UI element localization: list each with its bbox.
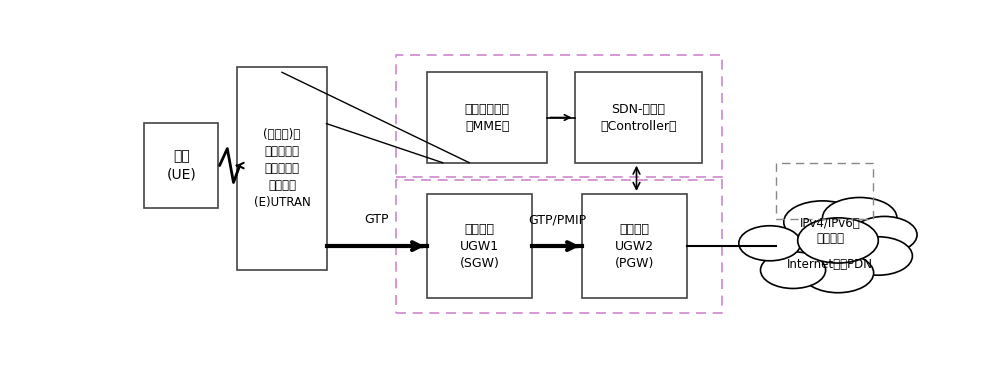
Bar xyxy=(144,123,218,208)
Text: GTP/PMIP: GTP/PMIP xyxy=(528,213,586,226)
Ellipse shape xyxy=(761,252,826,288)
Bar xyxy=(776,163,873,219)
Bar xyxy=(574,72,702,163)
Text: 统一网关
UGW1
(SGW): 统一网关 UGW1 (SGW) xyxy=(460,223,500,270)
Text: 移动管理单元
（MME）: 移动管理单元 （MME） xyxy=(465,102,510,132)
Text: GTP: GTP xyxy=(365,213,389,226)
Text: 统一网关
UGW2
(PGW): 统一网关 UGW2 (PGW) xyxy=(615,223,654,270)
Ellipse shape xyxy=(739,226,801,261)
Text: 终端
(UE): 终端 (UE) xyxy=(166,149,196,182)
Text: IPv4/IPv6地
址服务器: IPv4/IPv6地 址服务器 xyxy=(800,217,861,244)
Bar xyxy=(237,67,326,270)
Text: (演进的)通
用移动通信
系统陆地无
线接入网
(E)UTRAN: (演进的)通 用移动通信 系统陆地无 线接入网 (E)UTRAN xyxy=(254,128,310,209)
Bar xyxy=(396,180,722,313)
Bar xyxy=(582,194,687,298)
Ellipse shape xyxy=(802,253,874,293)
Ellipse shape xyxy=(852,217,917,253)
Ellipse shape xyxy=(822,197,897,238)
Text: SDN-控制器
（Controller）: SDN-控制器 （Controller） xyxy=(600,102,677,132)
Text: Internet或者PDN: Internet或者PDN xyxy=(787,258,873,271)
Bar xyxy=(427,72,547,163)
Bar xyxy=(427,194,532,298)
Ellipse shape xyxy=(798,218,878,263)
Ellipse shape xyxy=(844,237,912,275)
Bar xyxy=(396,55,722,177)
Ellipse shape xyxy=(784,201,861,243)
